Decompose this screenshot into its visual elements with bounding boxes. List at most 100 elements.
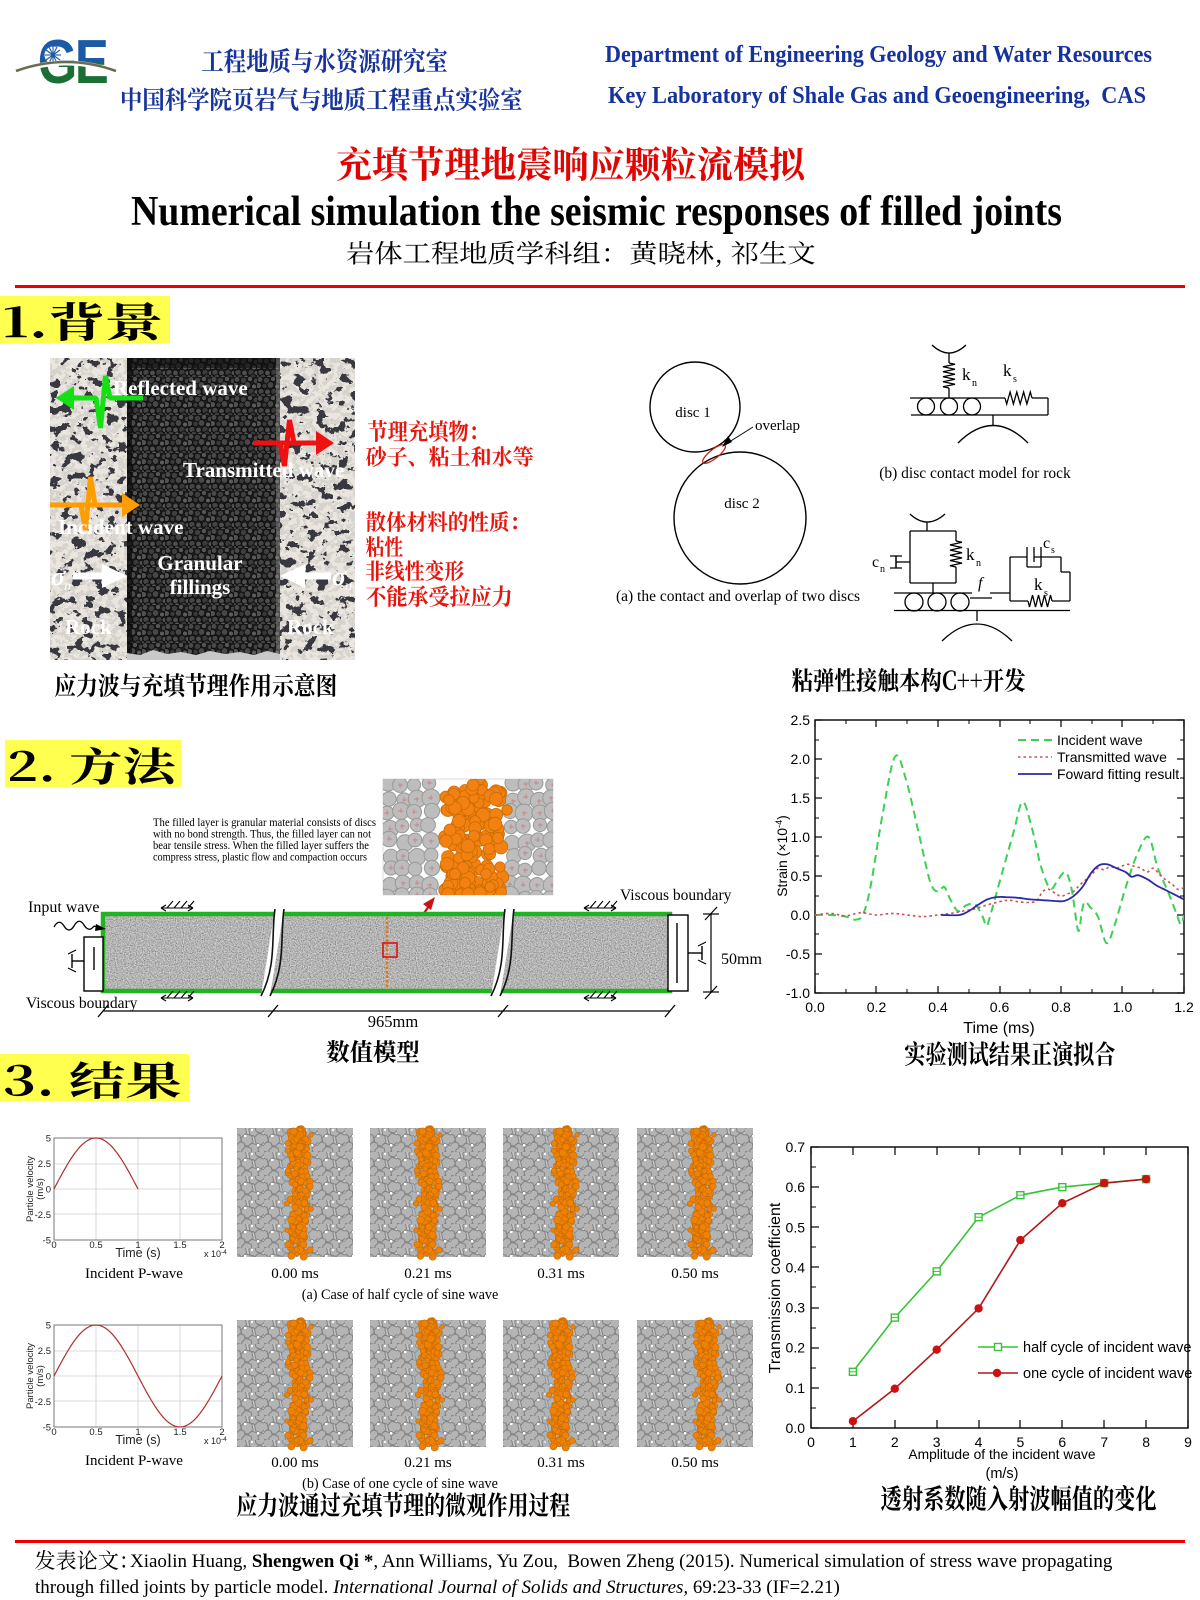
svg-text:through filled joints by parti: through filled joints by particle model.… [35,1577,840,1598]
svg-text:Viscous boundary: Viscous boundary [620,887,732,904]
svg-text:c: c [872,554,879,571]
svg-text:5: 5 [46,1134,51,1145]
svg-text:0.0: 0.0 [805,999,825,1015]
svg-text:0.50 ms: 0.50 ms [671,1455,719,1471]
svg-text:0.0: 0.0 [786,1420,806,1436]
svg-text:0.3: 0.3 [786,1300,806,1316]
svg-text:Numerical simulation the seism: Numerical simulation the seismic respons… [131,189,1062,235]
svg-text:9: 9 [1184,1434,1192,1450]
svg-text:0.5: 0.5 [791,868,811,884]
svg-text:Transmitted wave: Transmitted wave [183,458,344,482]
svg-text:0.6: 0.6 [786,1179,806,1195]
svg-text:Key Laboratory of Shale Gas an: Key Laboratory of Shale Gas and Geoengin… [608,83,1146,109]
svg-text:6: 6 [1058,1434,1066,1450]
svg-text:1: 1 [135,1427,140,1438]
svg-text:7: 7 [1100,1434,1108,1450]
svg-text:n: n [64,579,71,594]
svg-text:Incident P-wave: Incident P-wave [85,1266,183,1282]
svg-text:Reflected wave: Reflected wave [113,376,248,400]
svg-text:(a) Case of half cycle of sine: (a) Case of half cycle of sine wave [302,1287,499,1303]
svg-text:1.2: 1.2 [1174,999,1194,1015]
svg-text:2: 2 [891,1434,899,1450]
svg-text:0.2: 0.2 [786,1340,806,1356]
svg-text:1.5: 1.5 [173,1427,186,1438]
svg-text:σ: σ [332,562,347,591]
svg-text:2.0: 2.0 [791,751,811,767]
svg-text:0.5: 0.5 [89,1427,102,1438]
svg-text:Input wave: Input wave [28,899,100,916]
svg-text:0: 0 [51,1427,56,1438]
svg-text:Time (s): Time (s) [115,1433,160,1447]
svg-text:x 10-4: x 10-4 [204,1249,227,1260]
svg-text:0.8: 0.8 [1051,999,1071,1015]
svg-text:0: 0 [46,1185,51,1196]
svg-text:k: k [966,545,975,564]
svg-text:fillings: fillings [170,575,231,599]
svg-text:Granular: Granular [157,551,242,575]
svg-text:disc 1: disc 1 [675,405,710,421]
svg-text:half cycle of incident wave: half cycle of incident wave [1023,1340,1191,1356]
svg-text:(b) Case of one cycle of sine: (b) Case of one cycle of sine wave [302,1476,498,1492]
svg-text:0.6: 0.6 [990,999,1010,1015]
svg-text:-2.5: -2.5 [35,1397,51,1408]
svg-text:Foward fitting result: Foward fitting result [1057,766,1179,782]
svg-text:2.5: 2.5 [38,1346,51,1357]
svg-text:0.00 ms: 0.00 ms [271,1455,319,1471]
svg-text:8: 8 [1142,1434,1150,1450]
svg-text:Department of Engineering Geol: Department of Engineering Geology and Wa… [605,42,1152,68]
svg-text:0.2: 0.2 [867,999,887,1015]
svg-text:2: 2 [219,1240,224,1251]
svg-text:The filled layer is granular m: The filled layer is granular material co… [153,817,376,829]
svg-text:Incident wave: Incident wave [1057,732,1143,748]
svg-text:Rock: Rock [65,615,112,639]
svg-text:0.1: 0.1 [786,1380,806,1396]
svg-text:(b) disc contact model for roc: (b) disc contact model for rock [879,465,1071,482]
svg-text:1: 1 [135,1240,140,1251]
svg-text:0.21 ms: 0.21 ms [404,1455,452,1471]
svg-text:Time (s): Time (s) [115,1246,160,1260]
svg-text:s: s [1013,374,1017,385]
svg-text:Transmitted wave: Transmitted wave [1057,749,1167,765]
svg-text:965mm: 965mm [368,1012,419,1031]
svg-text:Time (ms): Time (ms) [963,1020,1034,1037]
svg-text:Particle velocity: Particle velocity [25,1343,36,1409]
svg-text:k: k [1003,361,1012,380]
svg-text:1.0: 1.0 [791,829,811,845]
svg-text:Incident wave: Incident wave [58,515,183,539]
svg-text:0.21 ms: 0.21 ms [404,1266,452,1282]
svg-text:n: n [972,378,977,389]
svg-text:f: f [978,575,985,592]
svg-text:n: n [345,579,352,594]
svg-text:0.5: 0.5 [786,1219,806,1235]
svg-text:0: 0 [51,1240,56,1251]
svg-text:k: k [1034,575,1043,594]
svg-text:1.0: 1.0 [1113,999,1133,1015]
svg-text:0: 0 [807,1434,815,1450]
svg-text:0: 0 [46,1372,51,1383]
svg-text:0.31 ms: 0.31 ms [537,1266,585,1282]
svg-text:c: c [1043,535,1050,552]
svg-text:-5: -5 [43,1236,51,1247]
svg-text:5: 5 [1017,1434,1025,1450]
svg-text:0.4: 0.4 [928,999,948,1015]
svg-text:5: 5 [46,1321,51,1332]
svg-text:0.00 ms: 0.00 ms [271,1266,319,1282]
svg-text:n: n [976,558,981,569]
svg-text:1.5: 1.5 [791,790,811,806]
svg-text:s: s [1051,545,1055,556]
svg-text:bear tensile stress. When the: bear tensile stress. When the filled lay… [153,840,369,852]
svg-text:50mm: 50mm [721,951,762,968]
svg-text:σ: σ [51,562,66,591]
svg-text:k: k [962,365,971,384]
svg-text:(m/s): (m/s) [35,1178,46,1200]
svg-text:0.0: 0.0 [791,907,811,923]
svg-text:4: 4 [975,1434,983,1450]
svg-text:Amplitude of the incident wave: Amplitude of the incident wave [908,1447,1095,1462]
svg-text:0.7: 0.7 [786,1139,806,1155]
svg-text:compress stress, plastic flow: compress stress, plastic flow and compac… [153,852,367,864]
svg-text:-0.5: -0.5 [786,946,810,962]
svg-text:(a) the contact and overlap of: (a) the contact and overlap of two discs [616,588,860,605]
svg-text:Xiaolin Huang, Shengwen Qi *,: Xiaolin Huang, Shengwen Qi *, Ann Willia… [130,1551,1113,1572]
svg-text:(m/s): (m/s) [985,1466,1018,1482]
svg-text:0.31 ms: 0.31 ms [537,1455,585,1471]
